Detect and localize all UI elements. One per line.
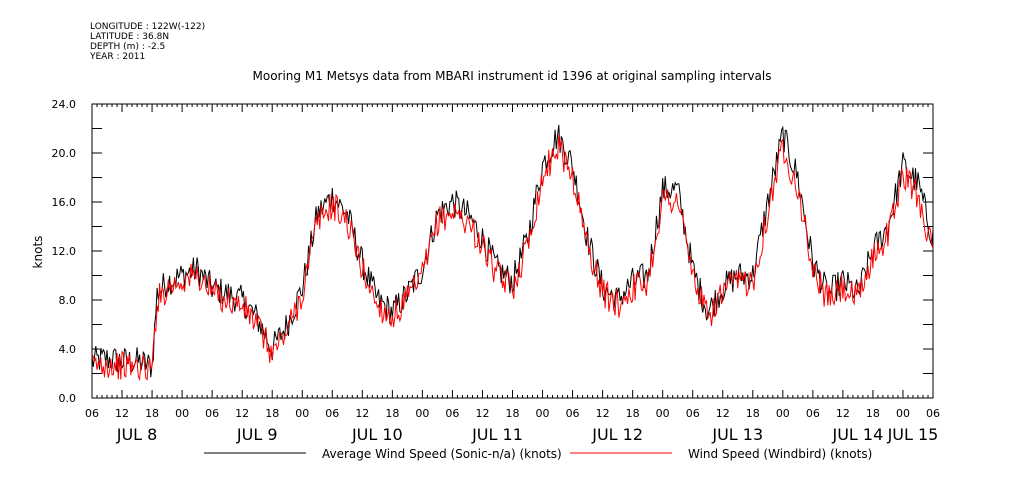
depth-label: DEPTH (m) : -2.5 [90,42,166,52]
y-tick-label: 16.0 [52,196,77,209]
x-tick-label: 18 [866,407,880,420]
x-tick-label: 12 [716,407,730,420]
x-tick-label: 12 [596,407,610,420]
x-tick-label: 18 [626,407,640,420]
legend-label-average: Average Wind Speed (Sonic-n/a) (knots) [322,447,562,461]
latitude-label: LATITUDE : 36.8N [90,32,170,42]
y-tick-label: 12.0 [52,245,77,258]
series-line-windbird [91,134,934,382]
x-tick-label: 12 [475,407,489,420]
x-tick-label: 18 [506,407,520,420]
y-axis-label: knots [31,236,45,269]
day-label: JUL 11 [471,425,523,444]
longitude-label: LONGITUDE : 122W(-122) [90,22,206,32]
x-tick-label: 18 [265,407,279,420]
day-label: JUL 12 [591,425,643,444]
day-label: JUL 9 [236,425,278,444]
day-label: JUL 15 [887,425,939,444]
day-label: JUL 13 [711,425,763,444]
x-tick-label: 12 [235,407,249,420]
legend-label-windbird: Wind Speed (Windbird) (knots) [688,447,872,461]
x-tick-label: 06 [445,407,459,420]
legend: Average Wind Speed (Sonic-n/a) (knots) W… [204,447,872,461]
x-tick-label: 00 [175,407,189,420]
x-tick-label: 00 [415,407,429,420]
y-tick-label: 20.0 [52,147,77,160]
x-tick-label: 12 [355,407,369,420]
x-tick-label: 18 [145,407,159,420]
y-tick-label: 8.0 [59,294,77,307]
x-tick-label: 06 [806,407,820,420]
x-tick-label: 00 [896,407,910,420]
y-tick-label: 24.0 [52,98,77,111]
series-line-average-wind [91,124,934,378]
year-label: YEAR : 2011 [90,52,146,62]
y-tick-label: 0.0 [59,392,77,405]
x-tick-label: 06 [325,407,339,420]
plot-frame [91,103,934,399]
axis-ticks: 06 12 18 00 06 12 18 00 06 12 18 00 06 12 18 00 06 12 18 00… [52,98,941,444]
x-tick-label: 06 [85,407,99,420]
day-label: JUL 14 [832,425,884,444]
x-tick-label: 06 [566,407,580,420]
x-tick-label: 12 [115,407,129,420]
x-tick-label: 12 [836,407,850,420]
x-tick-label: 06 [686,407,700,420]
x-tick-label: 06 [926,407,940,420]
series-layer [91,124,934,382]
x-tick-label: 00 [776,407,790,420]
chart-title: Mooring M1 Metsys data from MBARI instru… [253,69,772,83]
x-tick-label: 18 [385,407,399,420]
x-tick-label: 00 [656,407,670,420]
day-label: JUL 10 [351,425,403,444]
x-tick-label: 18 [746,407,760,420]
y-tick-label: 4.0 [59,343,77,356]
x-tick-label: 06 [205,407,219,420]
day-label: JUL 8 [116,425,158,444]
x-tick-label: 00 [295,407,309,420]
x-tick-label: 00 [536,407,550,420]
